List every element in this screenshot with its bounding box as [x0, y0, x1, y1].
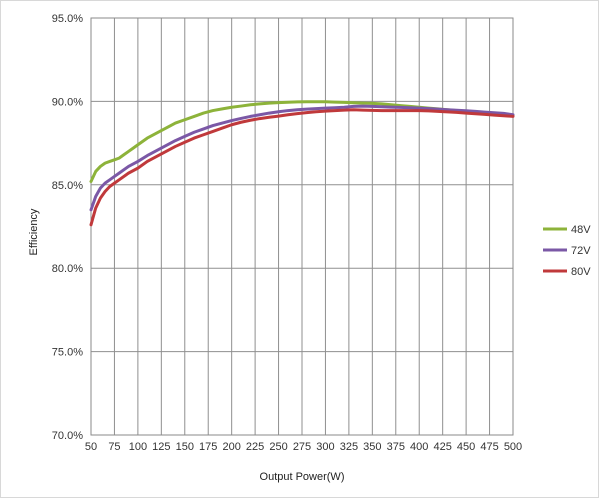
y-tick-label: 80.0%: [52, 263, 83, 275]
x-tick-label: 50: [85, 441, 97, 453]
x-tick-label: 350: [363, 441, 381, 453]
x-tick-label: 225: [246, 441, 264, 453]
legend-label-48v: 48V: [571, 224, 591, 236]
series-line-72v: [89, 104, 515, 212]
legend-label-80v: 80V: [571, 266, 591, 278]
legend: 48V 72V 80V: [543, 224, 591, 278]
y-tick-label: 85.0%: [52, 180, 83, 192]
x-tick-label: 475: [480, 441, 498, 453]
y-axis-title: Efficiency: [28, 208, 40, 255]
x-axis-tick-labels: 50 75 100 125 150 175 200 225 250 275 300 325 350 375…: [85, 441, 522, 453]
x-tick-label: 125: [152, 441, 170, 453]
y-tick-label: 95.0%: [52, 13, 83, 25]
x-tick-label: 200: [222, 441, 240, 453]
x-tick-label: 175: [199, 441, 217, 453]
series-line-80v: [89, 108, 515, 227]
x-tick-label: 275: [293, 441, 311, 453]
x-tick-label: 500: [504, 441, 522, 453]
x-tick-label: 375: [387, 441, 405, 453]
x-tick-label: 100: [129, 441, 147, 453]
x-tick-label: 425: [433, 441, 451, 453]
x-tick-label: 450: [457, 441, 475, 453]
series-lines: [89, 100, 515, 227]
x-tick-label: 75: [108, 441, 120, 453]
plot-area-border: [90, 17, 514, 436]
x-tick-label: 400: [410, 441, 428, 453]
y-tick-label: 70.0%: [52, 430, 83, 442]
y-axis-tick-labels: 70.0% 75.0% 80.0% 85.0% 90.0% 95.0%: [52, 13, 83, 442]
y-tick-label: 90.0%: [52, 96, 83, 108]
x-tick-label: 300: [316, 441, 334, 453]
x-tick-label: 150: [176, 441, 194, 453]
x-axis-title: Output Power(W): [260, 471, 345, 483]
y-tick-label: 75.0%: [52, 347, 83, 359]
x-tick-label: 325: [340, 441, 358, 453]
x-tick-label: 250: [269, 441, 287, 453]
vertical-gridlines: [90, 18, 514, 435]
legend-label-72v: 72V: [571, 245, 591, 257]
